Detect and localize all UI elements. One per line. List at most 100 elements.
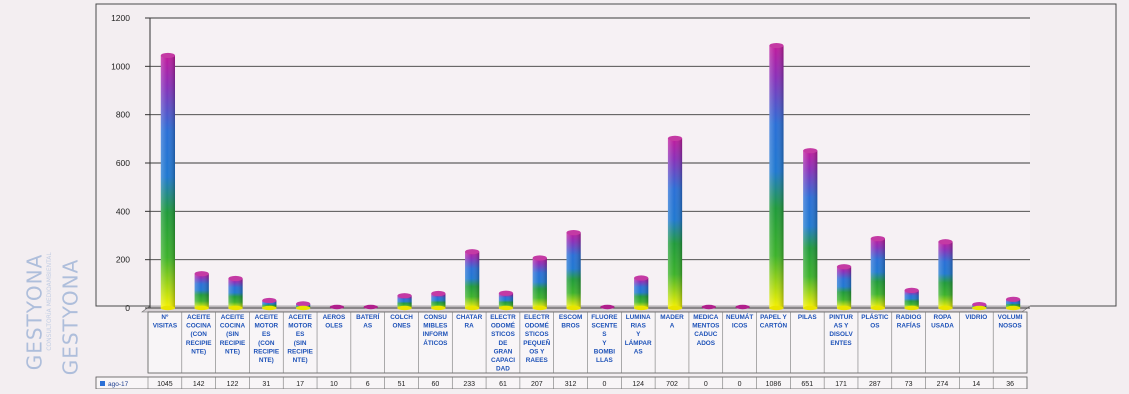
bar-group — [194, 271, 209, 311]
bar-top — [836, 264, 852, 270]
bar-bottom — [870, 305, 885, 311]
x-category-label: LUMINA — [626, 314, 651, 321]
y-tick-label: 1200 — [111, 13, 130, 23]
bar-bottom — [938, 305, 953, 311]
x-category-label: (CON — [258, 340, 275, 347]
data-value-label: 124 — [632, 381, 644, 388]
data-value-label: 171 — [835, 381, 847, 388]
bar-group — [735, 304, 750, 310]
bar-group — [634, 275, 649, 311]
bar-group — [667, 135, 683, 311]
bar-top — [667, 135, 683, 141]
x-category-label: ONES — [392, 323, 411, 330]
bar-shade — [397, 295, 412, 308]
x-category-label: RAEES — [526, 357, 549, 364]
bar-top — [160, 52, 176, 59]
bar-top — [938, 239, 953, 245]
x-category-label: MEDICA — [693, 314, 719, 321]
bar-shade — [870, 238, 885, 308]
bar-group — [465, 249, 480, 311]
bar-bottom — [262, 305, 277, 311]
bar-group — [160, 52, 176, 311]
x-category-label: S — [602, 331, 607, 338]
x-category-label: DISOLV — [829, 331, 853, 338]
x-category-label: (CON — [191, 331, 208, 338]
bar-group — [836, 264, 852, 311]
x-category-label: (SIN — [294, 340, 307, 347]
x-category-label: NEUMÁT — [726, 312, 753, 321]
bar-top — [870, 236, 885, 242]
x-category-label: ELECTR — [490, 314, 516, 321]
x-category-label: OLES — [325, 323, 343, 330]
bar-group — [431, 290, 446, 311]
bar-group — [566, 230, 581, 311]
x-category-label: (SIN — [226, 331, 239, 338]
x-category-label: VOLUMI — [998, 314, 1023, 321]
bar-bottom — [836, 305, 852, 311]
x-category-label: ES — [262, 331, 271, 338]
x-category-label: MADER — [660, 314, 684, 321]
bar-top — [228, 275, 243, 282]
y-tick-label: 1000 — [111, 61, 130, 71]
data-value-label: 31 — [262, 381, 270, 388]
data-value-label: 1086 — [766, 381, 782, 388]
bar-bottom — [160, 305, 176, 311]
data-value-label: 142 — [193, 381, 205, 388]
x-category-label: RAFÍAS — [897, 321, 922, 330]
bar-group — [600, 304, 615, 310]
bar-shade — [566, 232, 581, 308]
watermark-text-2: GESTYONA — [58, 258, 83, 376]
x-category-label: AS — [634, 348, 644, 355]
x-category-label: OS — [870, 323, 880, 330]
bar-group — [701, 304, 716, 310]
bar-top — [972, 302, 987, 308]
data-value-label: 274 — [937, 381, 949, 388]
bar-group — [296, 301, 311, 311]
x-category-label: MOTOR — [288, 323, 312, 330]
x-category-label: DAD — [496, 366, 510, 373]
bar-shade — [532, 257, 547, 308]
x-category-label: RECIPIE — [287, 348, 313, 355]
data-value-label: 10 — [330, 381, 338, 388]
bar-bottom — [566, 305, 581, 311]
y-tick-label: 600 — [116, 158, 130, 168]
bar-top — [194, 271, 209, 277]
x-category-label: NTE) — [293, 357, 308, 364]
x-category-label: RA — [465, 323, 475, 330]
bar-bottom — [769, 305, 784, 311]
bar-group — [972, 302, 987, 311]
x-category-label: OS Y — [529, 348, 545, 355]
x-category-label: PILAS — [798, 314, 818, 321]
x-category-label: CADUC — [694, 331, 717, 338]
bar-bottom — [498, 305, 514, 311]
x-category-label: RECIPIE — [186, 340, 212, 347]
bar-shade — [465, 251, 480, 308]
data-value-label: 0 — [704, 381, 708, 388]
bar-top — [465, 249, 480, 255]
x-category-label: BATERÍ — [356, 312, 380, 321]
x-category-label: NTE) — [225, 348, 240, 355]
data-value-label: 36 — [1006, 381, 1014, 388]
x-category-label: MENTOS — [692, 323, 720, 330]
x-category-label: STICOS — [491, 331, 516, 338]
x-category-label: ÁTICOS — [423, 338, 448, 347]
bar-top — [769, 42, 784, 49]
company-watermark: GESTYONA CONSULTORÍA MEDIOAMBIENTAL GEST… — [6, 250, 82, 385]
x-category-label: Y — [602, 340, 607, 347]
bar-top — [262, 297, 277, 304]
x-category-label: MIBLES — [423, 323, 448, 330]
data-value-label: 0 — [602, 381, 606, 388]
data-value-label: 14 — [972, 381, 980, 388]
bar-group — [870, 236, 885, 311]
bar-top — [1005, 296, 1021, 302]
x-category-label: ES — [296, 331, 305, 338]
data-value-label: 207 — [531, 381, 543, 388]
x-category-label: ICOS — [732, 323, 748, 330]
bar-top — [431, 290, 446, 297]
x-category-label: GRAN — [494, 348, 513, 355]
x-category-label: Y — [636, 331, 641, 338]
data-value-label: 651 — [801, 381, 813, 388]
x-category-label: LLAS — [596, 357, 613, 364]
bar-bottom — [803, 305, 818, 311]
